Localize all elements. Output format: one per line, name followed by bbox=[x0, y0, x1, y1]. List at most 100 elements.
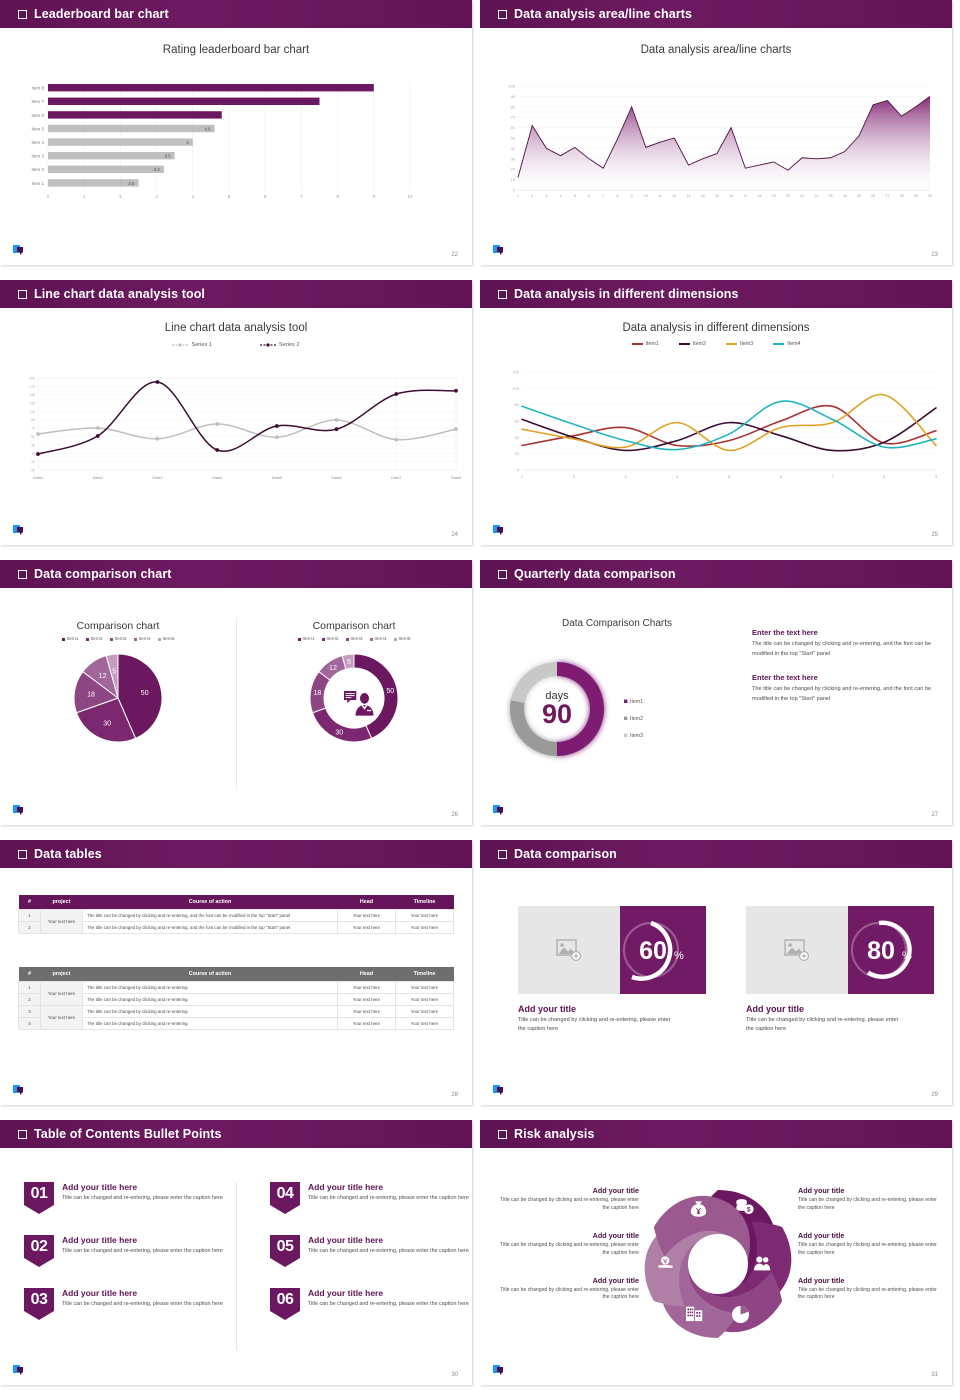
cell-timeline[interactable]: Your text here bbox=[395, 981, 454, 994]
svg-text:50: 50 bbox=[141, 690, 149, 697]
toc-number-badge: 01 bbox=[24, 1182, 54, 1214]
cell-head[interactable]: Your text here bbox=[337, 909, 396, 922]
chart-title-left: Comparison chart bbox=[76, 620, 160, 632]
risk-item[interactable]: Add your title Title can be changed by c… bbox=[798, 1276, 943, 1303]
cell-course[interactable]: The title can be changed by clicking and… bbox=[82, 909, 338, 922]
table-2[interactable]: # project Course of action Head Timeline 1 Yo… bbox=[18, 967, 454, 1030]
legend-entry: Item3 bbox=[109, 637, 127, 642]
table-row[interactable]: 1 Your text here The title can be changed … bbox=[18, 981, 454, 1006]
cell-head[interactable]: Your text here bbox=[337, 981, 396, 994]
cell-head[interactable]: Your text here bbox=[337, 921, 396, 934]
svg-text:4: 4 bbox=[676, 475, 678, 479]
risk-item[interactable]: Add your title Title can be changed by c… bbox=[798, 1186, 943, 1213]
svg-text:Item2: Item2 bbox=[630, 716, 643, 722]
cell-course[interactable]: The title can be changed by clicking and… bbox=[82, 1005, 338, 1018]
chart-title: Rating leaderboard bar chart bbox=[162, 44, 310, 56]
cell-course[interactable]: The title can be changed by clicking and… bbox=[82, 993, 338, 1006]
slide-header-title: Data comparison chart bbox=[34, 567, 172, 581]
table-row[interactable]: 2 The title can be changed by clicking an… bbox=[18, 921, 454, 934]
svg-text:3: 3 bbox=[545, 194, 547, 198]
brand-logo-icon bbox=[493, 245, 503, 255]
toc-item[interactable]: 03 Add your title here Title can be chan… bbox=[24, 1288, 224, 1320]
svg-text:16: 16 bbox=[729, 194, 733, 198]
slide-tables[interactable]: Data tables # project Course of action Head… bbox=[0, 840, 480, 1120]
cell-project[interactable]: Your text here bbox=[40, 909, 83, 934]
slide-leaderboard[interactable]: Leaderboard bar chart Rating leaderboard… bbox=[0, 0, 480, 280]
cell-head[interactable]: Your text here bbox=[337, 1005, 396, 1018]
legend-label: Item1 bbox=[302, 637, 315, 642]
risk-item[interactable]: Add your title Title can be changed by c… bbox=[494, 1276, 639, 1303]
percent-value: 60 bbox=[639, 937, 667, 965]
slide-risk[interactable]: Risk analysis Add your title Title can b… bbox=[480, 1120, 960, 1400]
text-block-body: The title can be changed by clicking and… bbox=[752, 641, 932, 657]
slide-header-title: Table of Contents Bullet Points bbox=[34, 1127, 222, 1141]
risk-item[interactable]: Add your title Title can be changed by c… bbox=[494, 1186, 639, 1213]
svg-text:Data3: Data3 bbox=[152, 476, 162, 480]
slide-header-title: Data tables bbox=[34, 847, 102, 861]
toc-item[interactable]: 05 Add your title here Title can be chan… bbox=[270, 1235, 470, 1267]
slide-header: Leaderboard bar chart bbox=[0, 0, 472, 28]
comparison-card[interactable]: 80 % Add your title Title can be changed… bbox=[746, 906, 934, 1033]
data-table[interactable]: # project Course of action Head Timeline 1 Yo… bbox=[18, 895, 454, 934]
slide-data-comparison[interactable]: Data comparison bbox=[480, 840, 960, 1120]
legend-swatch bbox=[369, 638, 373, 641]
svg-text:20: 20 bbox=[511, 167, 516, 172]
table-row[interactable]: 1 Your text here The title can be changed … bbox=[18, 909, 454, 934]
toc-item[interactable]: 01 Add your title here Title can be chan… bbox=[24, 1182, 224, 1214]
cell-timeline[interactable]: Your text here bbox=[395, 1005, 454, 1018]
cell-head[interactable]: Your text here bbox=[337, 1017, 396, 1030]
checkbox-icon bbox=[498, 849, 507, 859]
risk-pinwheel-diagram: $ bbox=[644, 1178, 792, 1338]
cell-course[interactable]: The title can be changed by clicking and… bbox=[82, 981, 338, 994]
cell-index: 1 bbox=[18, 981, 41, 994]
pinwheel-petal[interactable] bbox=[644, 1178, 768, 1293]
risk-item[interactable]: Add your title Title can be changed by c… bbox=[798, 1231, 943, 1258]
slide-toc[interactable]: Table of Contents Bullet Points 01 Add y… bbox=[0, 1120, 480, 1400]
text-block-body: The title can be changed by clicking and… bbox=[752, 686, 932, 702]
chart-legend: Item1 Item2 Item3 Item4 bbox=[480, 341, 952, 347]
toc-number: 02 bbox=[30, 1238, 48, 1255]
cell-project[interactable]: Your text here bbox=[40, 981, 83, 1006]
slide-dimensions[interactable]: Data analysis in different dimensions Da… bbox=[480, 280, 960, 560]
legend-label: Item2 bbox=[326, 637, 339, 642]
legend-label: Item5 bbox=[162, 637, 175, 642]
svg-text:3.2: 3.2 bbox=[154, 167, 161, 172]
cell-timeline[interactable]: Your text here bbox=[395, 921, 454, 934]
cell-timeline[interactable]: Your text here bbox=[395, 1017, 454, 1030]
table-row[interactable]: 3 Your text here The title can be changed … bbox=[18, 1005, 454, 1030]
svg-text:23: 23 bbox=[829, 194, 833, 198]
cell-project[interactable]: Your text here bbox=[40, 1005, 83, 1030]
cell-head[interactable]: Your text here bbox=[337, 993, 396, 1006]
toc-item[interactable]: 04 Add your title here Title can be chan… bbox=[270, 1182, 470, 1214]
table-row[interactable]: 2 The title can be changed by clicking an… bbox=[18, 993, 454, 1006]
data-table[interactable]: # project Course of action Head Timeline 1 Yo… bbox=[18, 967, 454, 1030]
image-placeholder[interactable] bbox=[518, 906, 620, 994]
toc-title: Add your title here bbox=[308, 1235, 384, 1245]
svg-text:100: 100 bbox=[512, 386, 519, 391]
svg-text:4: 4 bbox=[186, 140, 189, 145]
cell-timeline[interactable]: Your text here bbox=[395, 909, 454, 922]
svg-text:$: $ bbox=[747, 1208, 751, 1214]
table-row[interactable]: 4 The title can be changed by clicking an… bbox=[18, 1017, 454, 1030]
toc-item[interactable]: 02 Add your title here Title can be chan… bbox=[24, 1235, 224, 1267]
image-placeholder[interactable] bbox=[746, 906, 848, 994]
slide-quarterly[interactable]: Quarterly data comparison Data Compariso… bbox=[480, 560, 960, 840]
chart-legend: Series 1 Series 2 bbox=[0, 342, 472, 348]
brand-logo-icon bbox=[493, 1365, 503, 1375]
comparison-card[interactable]: 60 % Add your title Title can be changed… bbox=[518, 906, 706, 1033]
slide-comparison[interactable]: Data comparison chart Comparison chart I… bbox=[0, 560, 480, 840]
cell-course[interactable]: The title can be changed by clicking and… bbox=[82, 1017, 338, 1030]
svg-text:Item3: Item3 bbox=[630, 733, 643, 739]
table-1[interactable]: # project Course of action Head Timeline 1 Yo… bbox=[18, 895, 454, 934]
toc-item[interactable]: 06 Add your title here Title can be chan… bbox=[270, 1288, 470, 1320]
table-body[interactable]: 1 Your text here The title can be changed … bbox=[18, 981, 454, 1030]
cell-timeline[interactable]: Your text here bbox=[395, 993, 454, 1006]
svg-text:20: 20 bbox=[786, 194, 790, 198]
cell-course[interactable]: The title can be changed by clicking and… bbox=[82, 921, 338, 934]
risk-item[interactable]: Add your title Title can be changed by c… bbox=[494, 1231, 639, 1258]
table-body[interactable]: 1 Your text here The title can be changed … bbox=[18, 909, 454, 934]
toc-number-badge: 03 bbox=[24, 1288, 54, 1320]
svg-text:21: 21 bbox=[800, 194, 804, 198]
slide-area-line[interactable]: Data analysis area/line charts Data anal… bbox=[480, 0, 960, 280]
slide-line-tool[interactable]: Line chart data analysis tool Line chart… bbox=[0, 280, 480, 560]
